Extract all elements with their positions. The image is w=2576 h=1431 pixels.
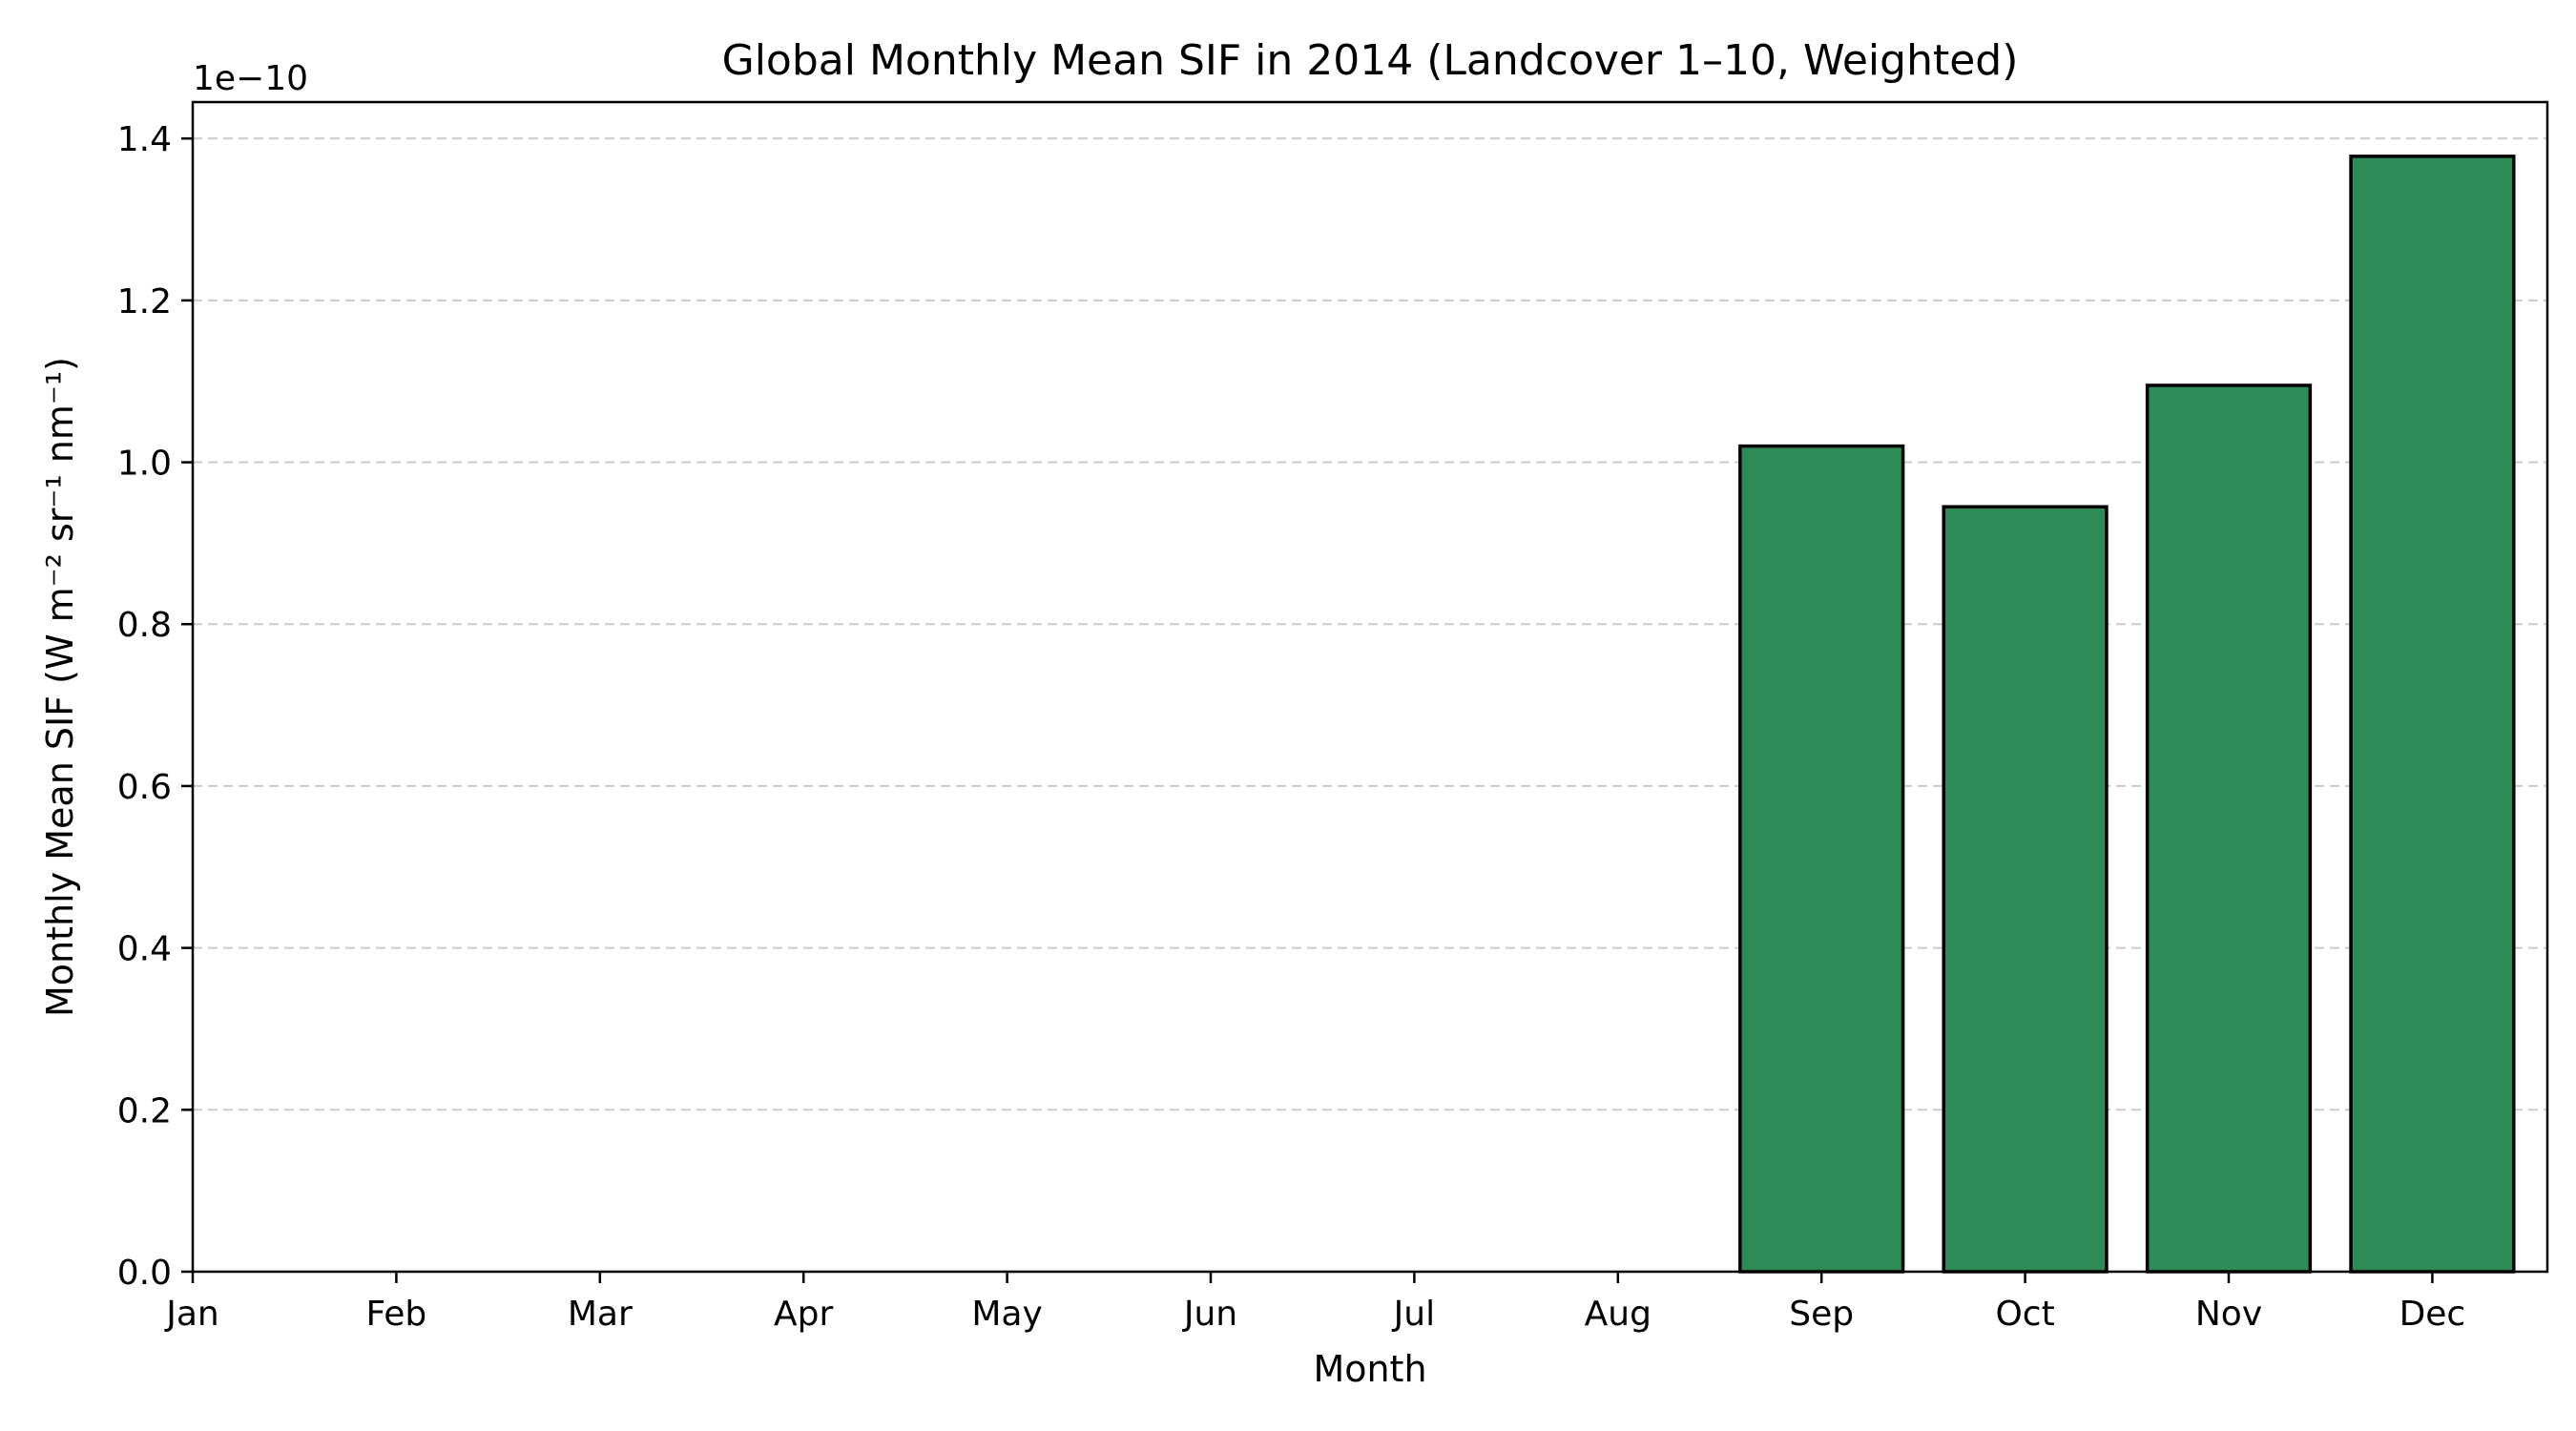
plot-frame [191,100,2549,1274]
y-tick-label: 0.8 [117,606,172,645]
x-tick-label-jun: Jun [1182,1295,1237,1334]
x-tick-label-apr: Apr [774,1295,833,1334]
x-tick-label-aug: Aug [1585,1295,1652,1334]
bar-sep [1738,444,1905,1274]
x-tick-label-mar: Mar [568,1295,633,1334]
bar-oct [1942,505,2109,1274]
x-tick-label-may: May [971,1295,1042,1334]
y-tick-label: 0.0 [117,1254,172,1293]
x-tick-label-jul: Jul [1392,1295,1435,1334]
y-tick-label: 0.4 [117,930,172,969]
x-tick-label-dec: Dec [2399,1295,2466,1334]
x-tick-label-nov: Nov [2195,1295,2262,1334]
y-axis-ticks: 0.0 0.2 0.4 0.6 0.8 1.0 1.2 1.4 [117,120,193,1293]
bar-dec [2349,155,2516,1274]
x-axis-ticks: Jan Feb Mar Apr May Jun Jul Aug Sep Oct Nov Dec [164,1272,2465,1334]
y-tick-label: 1.2 [117,282,172,321]
y-axis-offset-label: 1e−10 [193,59,308,98]
bar-nov [2145,384,2313,1274]
x-tick-label-sep: Sep [1789,1295,1854,1334]
bars [1738,155,2516,1274]
y-tick-label: 0.6 [117,768,172,807]
y-axis-label: Monthly Mean SIF (W m⁻² sr⁻¹ nm⁻¹) [39,357,81,1017]
y-tick-label: 1.4 [117,120,172,159]
chart-title: Global Monthly Mean SIF in 2014 (Landcov… [722,36,2019,85]
y-tick-label: 1.0 [117,445,172,484]
x-tick-label-jan: Jan [164,1295,219,1334]
x-tick-label-oct: Oct [1995,1295,2054,1334]
x-tick-label-feb: Feb [366,1295,427,1334]
y-tick-label: 0.2 [117,1091,172,1130]
x-axis-label: Month [1313,1348,1426,1390]
